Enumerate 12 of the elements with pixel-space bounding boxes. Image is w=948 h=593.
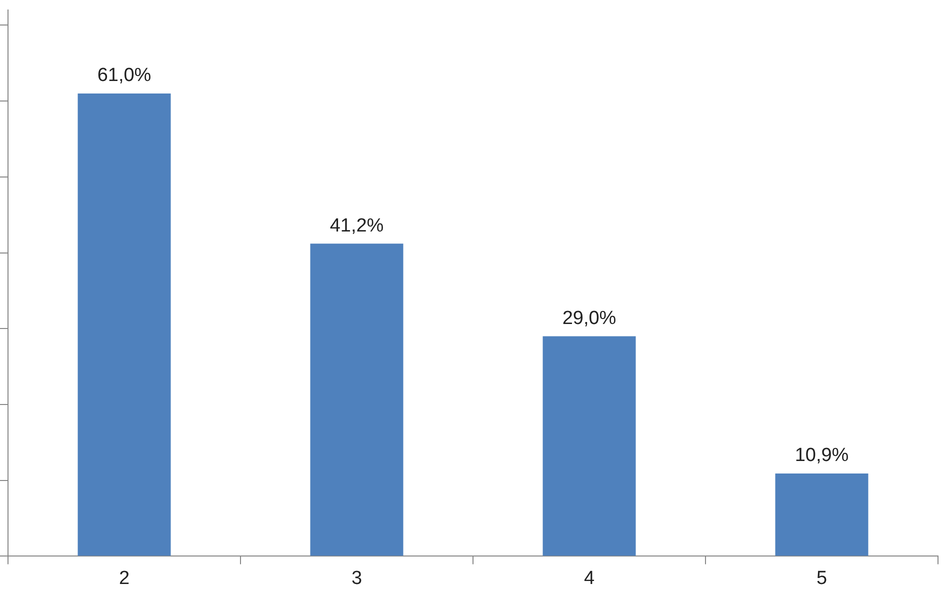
bar [775,474,868,556]
x-tick-label: 5 [816,568,828,589]
data-label: 61,0% [97,65,152,86]
x-tick-label: 2 [118,568,130,589]
x-tick-label: 4 [584,568,595,589]
bar [310,244,404,556]
data-label: 29,0% [562,308,616,329]
data-label: 41,2% [330,215,384,236]
bar [542,336,636,556]
data-label: 10,9% [794,445,849,466]
x-tick-label: 3 [351,568,362,589]
bar [78,93,171,556]
